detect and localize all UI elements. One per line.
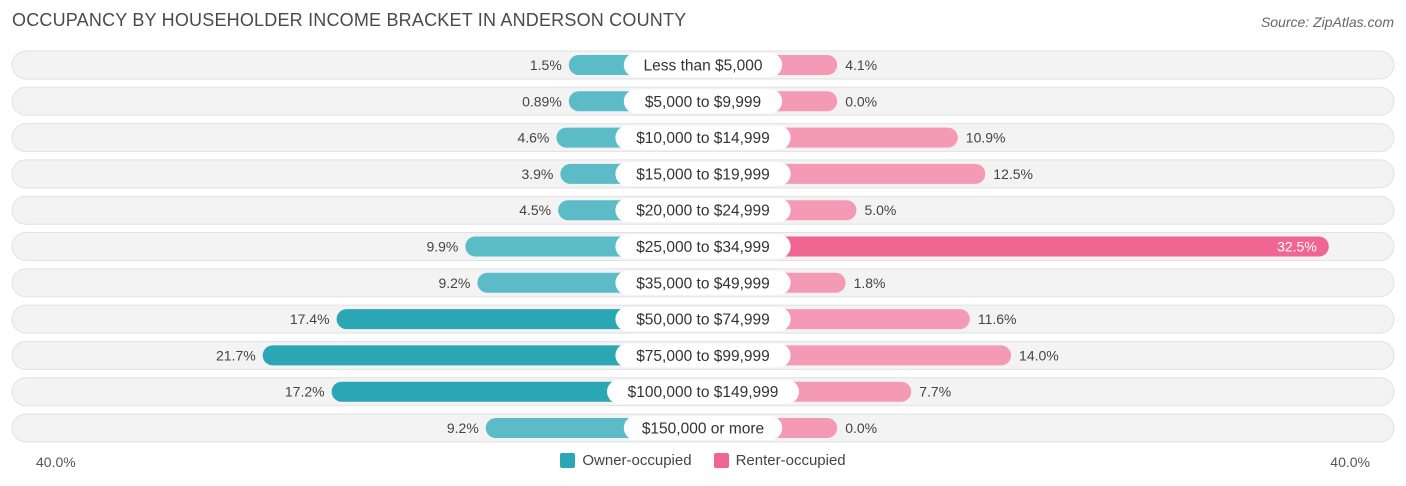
category-label: $75,000 to $99,999 [636,348,770,365]
owner-value-label: 3.9% [521,166,553,182]
legend: Owner-occupied Renter-occupied [0,452,1406,469]
renter-value-label: 32.5% [1277,239,1317,255]
category-label: $25,000 to $34,999 [636,239,770,256]
legend-owner-swatch [560,453,576,468]
chart-title: OCCUPANCY BY HOUSEHOLDER INCOME BRACKET … [12,10,687,30]
chart-area: Less than $5,000 1.5% 4.1% $5,000 to $9,999… [11,50,1395,443]
owner-value-label: 21.7% [216,347,256,363]
renter-value-label: 1.8% [854,275,886,291]
owner-value-label: 4.5% [519,202,551,218]
axis-min-label: 40.0% [36,454,76,470]
category-pill [615,307,791,332]
owner-value-label: 17.4% [290,311,330,327]
renter-value-label: 7.7% [919,384,951,400]
owner-value-label: 1.5% [530,57,562,73]
category-pill [623,416,783,440]
owner-bar [336,309,703,330]
category-label: $10,000 to $14,999 [636,130,770,147]
category-label: $50,000 to $74,999 [636,312,770,329]
owner-value-label: 17.2% [285,384,325,400]
renter-value-label: 12.5% [993,166,1033,182]
legend-owner-label: Owner-occupied [582,452,692,469]
renter-value-label: 5.0% [864,202,896,218]
owner-bar [262,345,703,366]
renter-value-label: 4.1% [845,57,877,73]
legend-renter-swatch [713,453,729,468]
renter-value-label: 10.9% [966,130,1006,146]
owner-value-label: 0.89% [522,93,562,109]
category-label: Less than $5,000 [644,58,763,75]
category-label: $150,000 or more [642,421,764,438]
renter-value-label: 14.0% [1019,347,1059,363]
category-label: $35,000 to $49,999 [636,275,770,292]
renter-value-label: 0.0% [845,420,877,436]
category-pill [607,379,799,404]
category-label: $15,000 to $19,999 [636,166,770,183]
category-pill [623,89,783,114]
owner-value-label: 9.2% [447,420,479,436]
legend-renter-label: Renter-occupied [735,452,846,469]
category-pill [615,125,791,150]
category-label: $100,000 to $149,999 [628,384,779,401]
category-pill [615,234,791,259]
category-pill [615,198,791,223]
category-label: $5,000 to $9,999 [645,94,761,111]
owner-value-label: 4.6% [517,130,549,146]
axis-max-label: 40.0% [1330,454,1370,470]
category-pill [615,270,791,295]
legend-owner: Owner-occupied [560,452,692,469]
owner-value-label: 9.9% [426,239,458,255]
renter-value-label: 11.6% [978,311,1017,327]
category-pill [623,53,783,77]
category-pill [615,343,791,368]
renter-value-label: 0.0% [845,93,877,109]
owner-value-label: 9.2% [438,275,470,291]
category-pill [615,161,791,186]
legend-renter: Renter-occupied [713,452,846,469]
source-label: Source: ZipAtlas.com [1260,14,1394,30]
renter-bar [703,236,1329,257]
category-label: $20,000 to $24,999 [636,203,770,220]
